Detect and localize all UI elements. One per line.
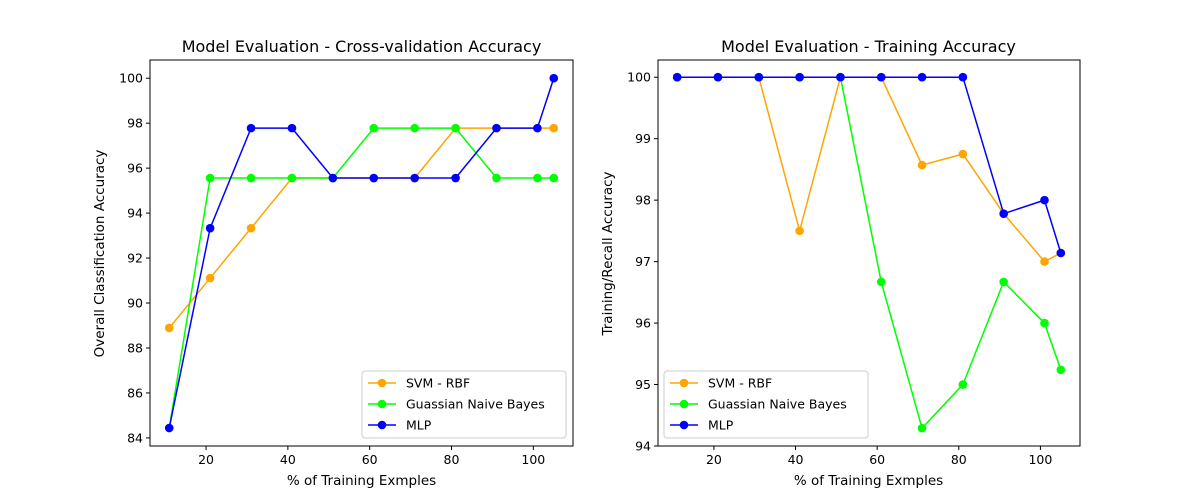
data-point — [533, 173, 542, 183]
x-tick-label: 20 — [198, 452, 214, 467]
data-point — [1040, 318, 1049, 328]
data-point — [1040, 195, 1049, 205]
data-point — [369, 173, 379, 183]
data-point — [917, 423, 927, 433]
y-tick-label: 99 — [635, 131, 651, 146]
data-point — [917, 160, 927, 170]
legend-marker — [377, 420, 387, 430]
x-tick-label: 40 — [788, 452, 804, 467]
data-point — [795, 72, 804, 82]
data-point — [958, 380, 968, 389]
data-point — [1040, 257, 1049, 266]
data-point — [205, 273, 215, 283]
y-axis-label: Training/Recall Accuracy — [600, 171, 616, 336]
x-tick-label: 40 — [280, 452, 296, 467]
y-tick-label: 90 — [127, 296, 143, 311]
data-point — [549, 123, 559, 133]
data-point — [410, 173, 419, 183]
y-tick-label: 86 — [127, 385, 143, 400]
data-point — [549, 73, 559, 83]
x-tick-label: 20 — [706, 452, 722, 467]
data-point — [713, 72, 723, 82]
y-axis-label: Overall Classification Accuracy — [92, 150, 108, 358]
data-point — [205, 223, 215, 233]
y-tick-label: 98 — [635, 193, 651, 208]
data-point — [795, 226, 804, 236]
x-tick-label: 80 — [444, 452, 460, 467]
y-tick-label: 96 — [635, 316, 651, 331]
data-point — [754, 72, 764, 82]
data-point — [287, 173, 297, 183]
y-tick-label: 97 — [635, 254, 651, 269]
data-point — [451, 173, 460, 183]
data-point — [999, 209, 1008, 218]
data-point — [999, 277, 1008, 287]
y-tick-label: 95 — [635, 377, 651, 392]
data-point — [246, 223, 256, 233]
y-tick-label: 94 — [127, 206, 143, 221]
data-point — [958, 72, 968, 82]
legend-marker — [377, 399, 387, 409]
legend-marker — [679, 399, 689, 409]
legend-box — [663, 370, 869, 439]
data-point — [492, 123, 501, 133]
series-mlp — [164, 73, 559, 433]
data-point — [328, 173, 338, 183]
y-tick-label: 100 — [627, 70, 651, 85]
legend-marker — [679, 420, 689, 430]
data-point — [876, 277, 886, 287]
legend-label: MLP — [708, 418, 734, 433]
x-tick-label: 60 — [362, 452, 378, 467]
data-point — [246, 123, 256, 133]
data-point — [287, 123, 297, 133]
y-tick-label: 92 — [127, 251, 143, 266]
y-tick-label: 100 — [119, 71, 143, 86]
x-axis-label: % of Training Exmples — [287, 473, 436, 489]
x-tick-label: 80 — [951, 452, 967, 467]
legend-label: SVM - RBF — [708, 376, 772, 391]
data-point — [836, 72, 845, 82]
y-tick-label: 84 — [127, 430, 143, 445]
y-tick-label: 88 — [127, 340, 143, 355]
data-point — [246, 173, 256, 183]
legend-label: Guassian Naive Bayes — [406, 397, 545, 412]
x-tick-label: 100 — [521, 452, 545, 467]
chart-title: Model Evaluation - Training Accuracy — [721, 37, 1016, 56]
data-point — [672, 72, 682, 82]
chart-title: Model Evaluation - Cross-validation Accu… — [182, 37, 542, 56]
data-point — [410, 123, 419, 133]
data-point — [451, 123, 460, 133]
data-point — [205, 173, 215, 183]
data-point — [369, 123, 379, 133]
legend-marker — [377, 378, 387, 388]
data-point — [164, 323, 174, 333]
data-point — [164, 423, 174, 433]
series-mlp — [672, 72, 1066, 258]
y-tick-label: 94 — [635, 439, 651, 454]
data-point — [1056, 248, 1066, 258]
legend: SVM - RBF Guassian Naive Bayes MLP — [361, 370, 567, 439]
y-tick-label: 98 — [127, 116, 143, 131]
data-point — [533, 123, 542, 133]
legend-box — [361, 370, 567, 439]
legend-label: MLP — [406, 418, 432, 433]
legend-label: Guassian Naive Bayes — [708, 397, 847, 412]
y-tick-label: 96 — [127, 161, 143, 176]
x-tick-label: 100 — [1028, 452, 1052, 467]
legend-marker — [679, 378, 689, 388]
data-point — [917, 72, 927, 82]
x-tick-label: 60 — [869, 452, 885, 467]
cv-accuracy-chart: Model Evaluation - Cross-validation Accu… — [92, 37, 574, 489]
data-point — [876, 72, 886, 82]
data-point — [958, 149, 968, 159]
data-point — [549, 173, 559, 183]
x-axis-label: % of Training Exmples — [794, 473, 943, 489]
legend: SVM - RBF Guassian Naive Bayes MLP — [663, 370, 869, 439]
data-point — [492, 173, 501, 183]
data-point — [1056, 365, 1066, 375]
training-accuracy-chart: Model Evaluation - Training Accuracy % o… — [600, 37, 1081, 489]
legend-label: SVM - RBF — [406, 376, 470, 391]
